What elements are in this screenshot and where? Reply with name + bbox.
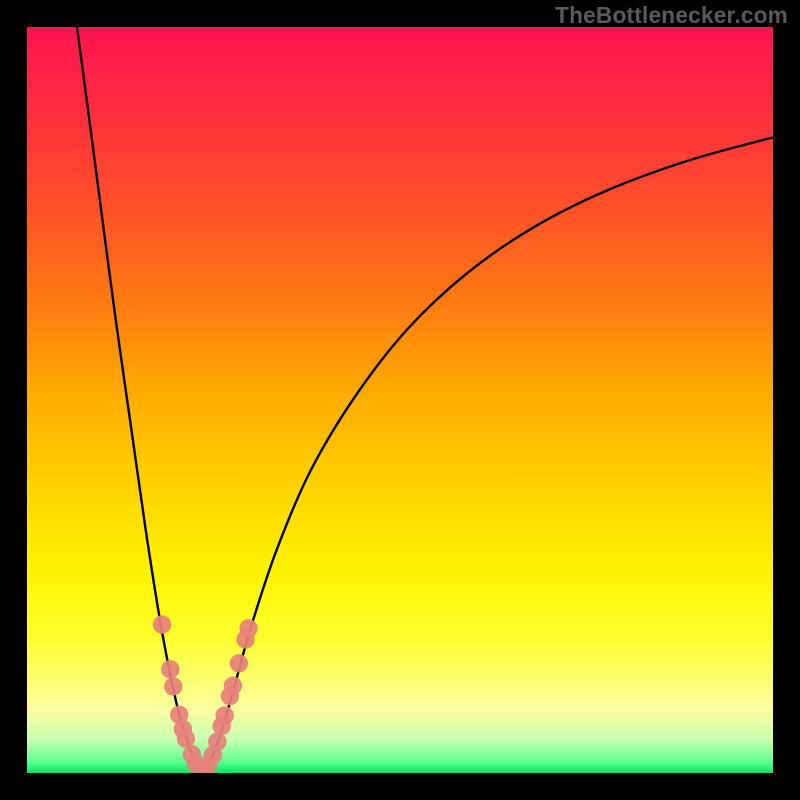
curve-marker: [161, 660, 179, 678]
chart-stage: TheBottlenecker.com: [0, 0, 800, 800]
curve-marker: [215, 706, 233, 724]
curve-marker: [239, 619, 257, 637]
curve-marker: [164, 677, 182, 695]
curve-marker: [153, 615, 171, 633]
bottleneck-curve-plot: [27, 27, 773, 773]
curve-marker: [208, 732, 226, 750]
gradient-background: [27, 27, 773, 773]
watermark-label: TheBottlenecker.com: [555, 2, 788, 29]
curve-marker: [224, 677, 242, 695]
curve-marker: [177, 729, 195, 747]
curve-marker: [230, 654, 248, 672]
